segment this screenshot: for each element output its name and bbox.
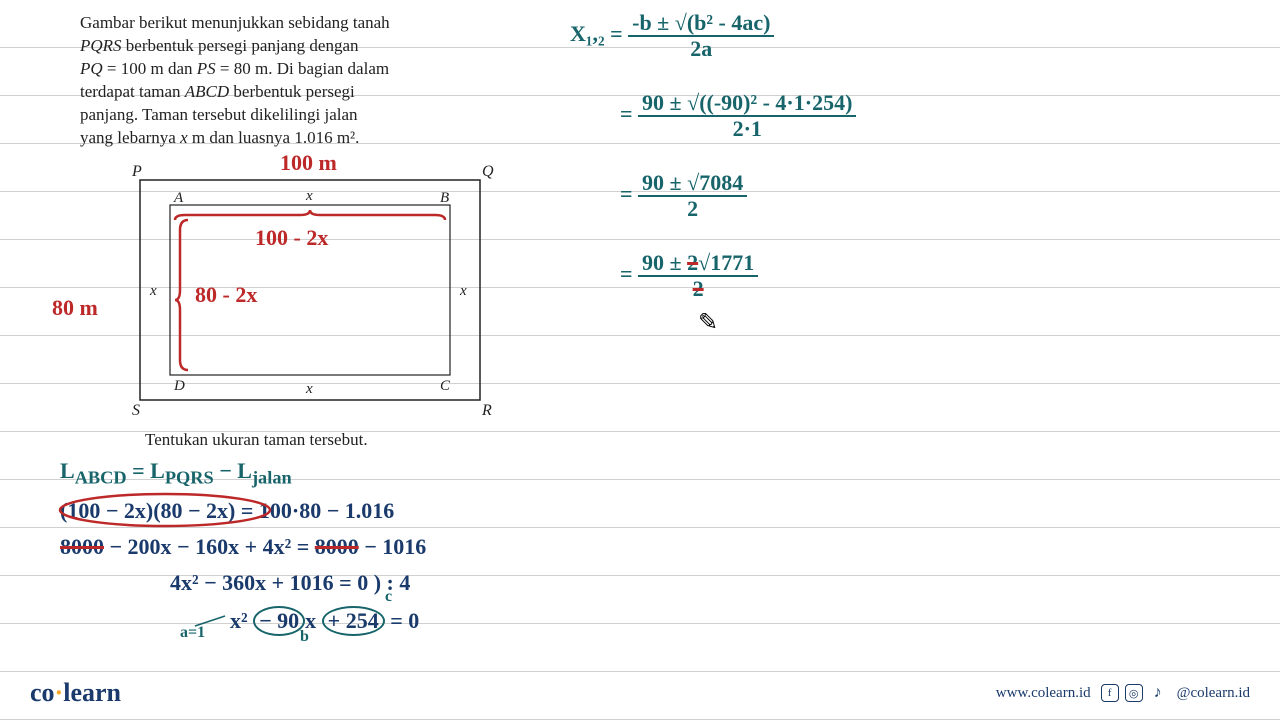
svg-text:x: x [305,381,313,397]
svg-text:C: C [440,378,451,394]
tiktok-icon: ♪ [1149,684,1167,702]
footer-url: www.colearn.id [996,685,1091,702]
bw-line-1: LABCD = LPQRS − Ljalan [60,458,760,488]
svg-text:P: P [131,163,142,180]
pencil-cursor-icon: ✎ [698,308,718,337]
problem-statement: Gambar berikut menunjukkan sebidang tana… [80,12,520,150]
svg-text:x: x [149,283,157,299]
bw-line-2: (100 − 2x)(80 − 2x) = 100·80 − 1.016 [60,498,760,524]
bw-line-3: 8000 − 200x − 160x + 4x² = 8000 − 1016 [60,534,760,560]
problem-line: PQ = 100 m dan PS = 80 m. Di bagian dala… [80,58,520,81]
svg-text:D: D [173,378,185,394]
problem-line: yang lebarnya x m dan luasnya 1.016 m². [80,127,520,150]
red-oval-annotation [50,490,280,530]
eq-line-4: = 90 ± 2√1771 2 [620,250,1050,302]
problem-line: Gambar berikut menunjukkan sebidang tana… [80,12,520,35]
diagram-caption: Tentukan ukuran taman tersebut. [145,430,368,450]
eq-line-2: = 90 ± √((-90)² - 4·1·254) 2·1 [620,90,1050,142]
coef-c-label: c [385,588,392,606]
social-icons: f ◎ ♪ [1101,684,1167,702]
problem-line: panjang. Taman tersebut dikelilingi jala… [80,104,520,127]
geometry-diagram: P Q R S A B C D x x x x [120,160,500,440]
quadratic-formula-work: X₁,₂ = -b ± √(b² - 4ac) 2a = 90 ± √((-90… [570,10,1050,330]
svg-text:A: A [173,190,184,206]
label-top-100m: 100 m [280,150,337,176]
svg-text:Q: Q [482,163,494,180]
social-handle: @colearn.id [1177,685,1250,702]
coef-b-label: b [300,628,309,646]
problem-line: terdapat taman ABCD berbentuk persegi [80,81,520,104]
label-height-expr: 80 - 2x [195,282,257,308]
footer: co·learn www.colearn.id f ◎ ♪ @colearn.i… [0,678,1280,708]
instagram-icon: ◎ [1125,684,1143,702]
bw-line-4: 4x² − 360x + 1016 = 0 ) : 4 [170,570,760,596]
problem-line: PQRS berbentuk persegi panjang dengan [80,35,520,58]
facebook-icon: f [1101,684,1119,702]
svg-text:x: x [305,188,313,204]
svg-text:x: x [459,283,467,299]
svg-text:R: R [481,402,492,419]
eq-line-3: = 90 ± √7084 2 [620,170,1050,222]
svg-text:S: S [132,402,140,419]
area-equation-work: LABCD = LPQRS − Ljalan (100 − 2x)(80 − 2… [60,458,760,646]
svg-text:B: B [440,190,449,206]
colearn-logo: co·learn [30,678,121,708]
bw-line-5: x² − 90x + 254 = 0 a=1 b c [230,606,760,636]
footer-right: www.colearn.id f ◎ ♪ @colearn.id [996,684,1250,702]
eq-line-1: X₁,₂ = -b ± √(b² - 4ac) 2a [570,10,1050,62]
label-left-80m: 80 m [52,295,98,321]
arrow-to-a [190,614,230,634]
label-width-expr: 100 - 2x [255,225,328,251]
